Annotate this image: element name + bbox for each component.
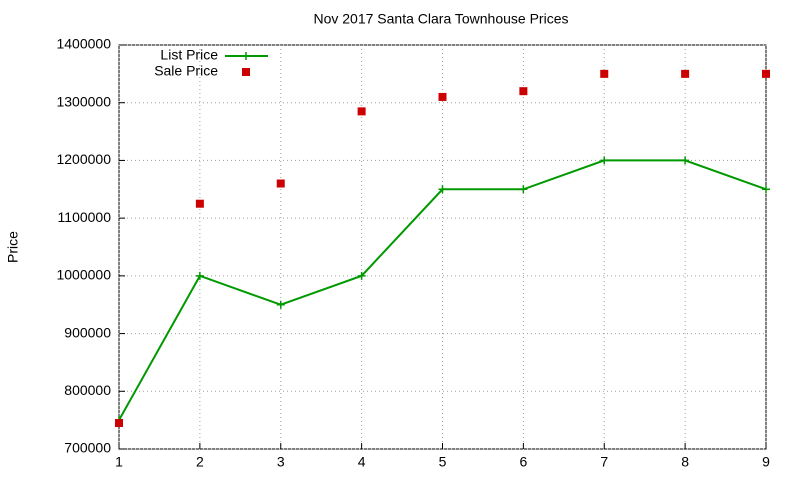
legend-label: Sale Price — [154, 63, 218, 79]
x-tick-label: 9 — [762, 454, 770, 470]
x-tick-label: 8 — [681, 454, 689, 470]
chart-title: Nov 2017 Santa Clara Townhouse Prices — [313, 11, 568, 27]
x-tick-label: 1 — [115, 454, 123, 470]
point — [438, 185, 447, 194]
y-tick-label: 1400000 — [56, 36, 111, 52]
point — [276, 300, 285, 309]
point — [762, 69, 770, 78]
y-tick-label: 900000 — [64, 324, 111, 340]
x-tick-label: 7 — [600, 454, 608, 470]
point — [357, 107, 366, 116]
point — [519, 87, 528, 96]
point — [681, 69, 690, 78]
legend-marker — [242, 52, 250, 60]
x-tick-label: 3 — [277, 454, 285, 470]
point — [519, 185, 528, 194]
legend-marker — [242, 68, 250, 76]
point — [681, 156, 690, 165]
point — [115, 419, 123, 428]
x-tick-label: 4 — [358, 454, 366, 470]
point — [438, 92, 447, 101]
y-tick-label: 800000 — [64, 382, 111, 398]
y-axis-label: Price — [5, 231, 21, 263]
y-tick-label: 1100000 — [58, 209, 112, 225]
y-tick-label: 1300000 — [56, 93, 111, 109]
x-tick-label: 5 — [439, 454, 447, 470]
x-tick-label: 2 — [196, 454, 204, 470]
y-tick-label: 1200000 — [56, 151, 111, 167]
point — [600, 69, 609, 78]
point — [276, 179, 285, 188]
point — [357, 271, 366, 280]
x-tick-label: 6 — [519, 454, 527, 470]
y-tick-label: 1000000 — [56, 267, 111, 283]
point — [195, 199, 204, 208]
point — [762, 185, 770, 194]
legend-label: List Price — [160, 47, 218, 63]
point — [195, 271, 204, 280]
point — [600, 156, 609, 165]
y-tick-label: 700000 — [64, 440, 111, 456]
